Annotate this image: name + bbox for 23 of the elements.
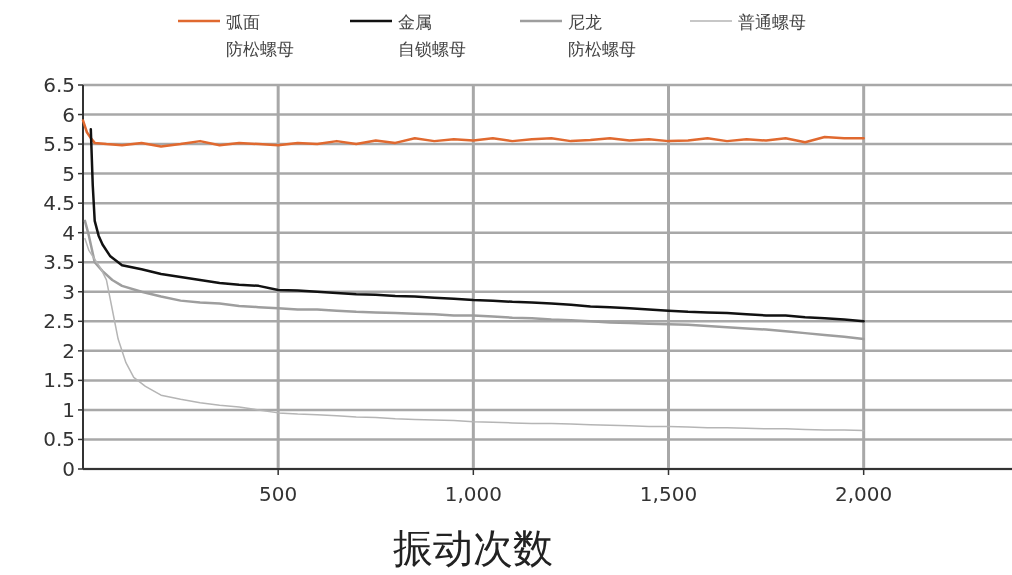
x-tick-label: 1,500 <box>639 482 698 506</box>
y-tick-label: 1 <box>62 397 75 422</box>
y-tick-label: 4.5 <box>43 191 75 216</box>
y-tick-label: 6.5 <box>43 73 75 97</box>
y-tick-label: 0.5 <box>43 427 75 452</box>
y-tick-label: 1.5 <box>43 368 75 393</box>
legend-label: 尼龙防松螺母 <box>568 12 636 59</box>
x-tick-label: 2,000 <box>835 482 893 506</box>
y-tick-label: 5 <box>62 161 75 186</box>
y-tick-label: 0 <box>62 457 75 481</box>
x-axis-title: 振动次数 <box>392 525 553 571</box>
y-tick-label: 6 <box>62 102 75 127</box>
y-tick-label: 2.5 <box>43 309 75 334</box>
legend-label: 普通螺母 <box>738 12 806 32</box>
y-tick-label: 4 <box>62 220 75 245</box>
legend-label: 金属自锁螺母 <box>398 12 466 59</box>
y-tick-label: 3 <box>62 279 75 304</box>
y-tick-label: 2 <box>62 338 75 363</box>
y-tick-label: 3.5 <box>43 250 75 275</box>
x-tick-label: 1,000 <box>444 482 502 506</box>
x-tick-label: 500 <box>259 482 298 506</box>
y-tick-label: 5.5 <box>43 132 75 157</box>
legend-label: 弧面防松螺母 <box>226 12 294 59</box>
